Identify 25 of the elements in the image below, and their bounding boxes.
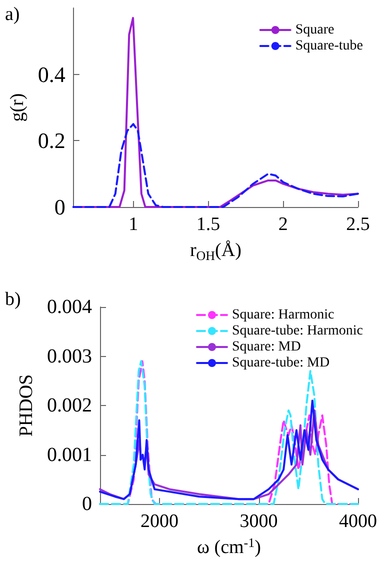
x-tick-label: 1.5 <box>196 214 220 235</box>
y-axis-title: g(r) <box>7 93 28 122</box>
y-tick-label: 0 <box>54 194 66 220</box>
y-axis-title: PHDOS <box>16 374 38 437</box>
y-tick-label: 0.2 <box>38 128 66 154</box>
legend-label: Square: Harmonic <box>232 308 334 322</box>
chart-title: b) <box>5 289 21 310</box>
y-tick-label: 0.001 <box>47 444 92 466</box>
chart-title: a) <box>5 4 20 25</box>
y-tick-label: 0.002 <box>47 394 92 416</box>
y-tick-label: 0.4 <box>38 62 66 87</box>
x-tick-label: 2 <box>278 214 288 235</box>
x-tick-label: 1 <box>128 214 138 235</box>
x-tick-label: 4000 <box>339 511 377 532</box>
legend-label: Square-tube <box>295 38 364 54</box>
y-tick-label: 0.003 <box>47 345 92 368</box>
legend-label: Square-tube: MD <box>232 356 330 370</box>
x-tick-label: 2000 <box>140 511 179 532</box>
legend-label: Square <box>295 22 334 38</box>
y-tick-label: 0.004 <box>47 296 92 318</box>
y-tick-label: 0 <box>82 493 92 515</box>
x-tick-label: 2.5 <box>346 214 370 235</box>
x-tick-label: 3000 <box>240 511 278 532</box>
legend-label: Square-tube: Harmonic <box>232 324 364 338</box>
legend-label: Square: MD <box>232 340 301 354</box>
